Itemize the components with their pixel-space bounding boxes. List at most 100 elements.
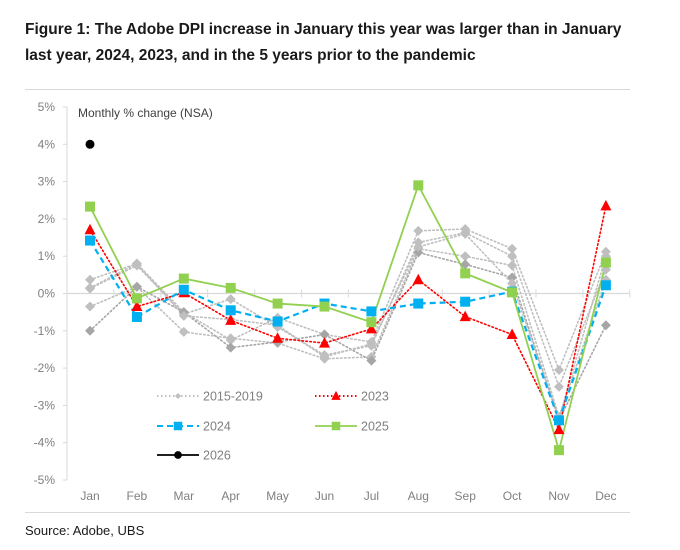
- axes: 5% 4% 3% 2% 1% 0% -1% -2% -3% -4% -5% Jan Feb Mar Apr M…: [34, 100, 631, 503]
- circle-marker: [174, 451, 182, 459]
- square-marker: [173, 421, 183, 431]
- data-point-2025-jan: [85, 201, 95, 212]
- data-point-2025-nov: [554, 445, 564, 456]
- data-point-2015-2019-apr: [225, 294, 236, 305]
- data-point-2015-2019-jul: [366, 355, 377, 366]
- y-tick-label: 2%: [38, 212, 56, 226]
- data-point-2015-2019-apr: [225, 342, 236, 353]
- x-tick-label: Jan: [80, 489, 99, 503]
- x-tick-label: Apr: [221, 489, 240, 503]
- y-tick-label: 4%: [38, 137, 56, 151]
- data-point-2015-2019-jan: [85, 274, 95, 285]
- y-tick-label: -2%: [34, 361, 56, 375]
- data-point-2015-2019-sep: [460, 259, 471, 270]
- data-point-2015-2019-jul: [366, 338, 377, 349]
- data-point-2024-dec: [600, 280, 611, 291]
- data-point-2025-sep: [460, 268, 471, 279]
- y-tick-label: 0%: [38, 287, 56, 301]
- y-tick-label: 3%: [38, 175, 56, 189]
- data-point-2015-2019-jan: [85, 282, 95, 293]
- x-tick-label: Jun: [315, 489, 334, 503]
- data-point-2023-aug: [412, 273, 424, 285]
- data-point-2015-2019-oct: [507, 272, 518, 283]
- data-point-2026-jan: [85, 139, 95, 149]
- y-tick-label: 5%: [38, 100, 56, 114]
- data-point-2015-2019-jan: [85, 325, 95, 336]
- series-line-2025: [89, 183, 607, 454]
- data-point-2015-2019-nov: [554, 364, 564, 375]
- legend-label: 2025: [361, 420, 389, 434]
- data-point-2024-jan: [85, 235, 95, 246]
- series-lines: [89, 183, 607, 454]
- y-tick-label: -4%: [34, 436, 56, 450]
- data-point-2015-2019-aug: [413, 247, 424, 258]
- series-line-2023: [89, 205, 607, 433]
- series-line-2015-2019: [89, 228, 607, 373]
- data-point-2015-2019-feb: [131, 281, 142, 292]
- data-point-2025-oct: [507, 287, 518, 298]
- diamond-marker: [175, 393, 181, 399]
- data-point-2015-2019-oct: [507, 243, 518, 254]
- data-point-2024-nov: [554, 415, 564, 426]
- data-point-2025-mar: [178, 273, 189, 284]
- data-point-2024-apr: [225, 305, 236, 316]
- x-tick-label: Mar: [173, 489, 194, 503]
- data-point-2025-may: [272, 298, 283, 309]
- top-divider: [25, 89, 630, 90]
- data-point-2025-apr: [225, 282, 236, 293]
- y-axis-annotation: Monthly % change (NSA): [78, 106, 213, 120]
- data-point-2015-2019-oct: [507, 278, 518, 289]
- data-point-2023-apr: [225, 314, 237, 325]
- y-tick-label: 1%: [38, 249, 56, 263]
- bottom-divider: [25, 512, 630, 513]
- data-point-2023-jan: [84, 223, 96, 235]
- data-point-2023-nov: [553, 423, 565, 435]
- source-note: Source: Adobe, UBS: [25, 523, 145, 538]
- data-point-2024-aug: [413, 298, 424, 309]
- legend-item-2026: 2026: [157, 449, 231, 463]
- data-point-2024-sep: [460, 296, 471, 307]
- data-point-2023-jul: [365, 322, 377, 334]
- data-point-2025-jul: [366, 317, 377, 328]
- y-tick-label: -1%: [34, 324, 56, 338]
- x-tick-label: May: [266, 489, 289, 503]
- x-tick-label: Aug: [408, 489, 429, 503]
- triangle-marker: [331, 390, 341, 400]
- legend-label: 2026: [203, 449, 231, 463]
- data-point-2025-jun: [319, 301, 330, 312]
- data-point-2015-2019-feb: [131, 258, 142, 269]
- x-tick-label: Sep: [455, 489, 477, 503]
- data-point-2015-2019-nov: [554, 381, 564, 392]
- data-point-2015-2019-mar: [178, 310, 189, 321]
- data-point-2015-2019-aug: [413, 225, 424, 236]
- data-point-2024-mar: [178, 284, 189, 295]
- legend-item-2015-2019: 2015-2019: [157, 390, 263, 404]
- data-point-2024-may: [272, 316, 283, 327]
- data-point-2015-2019-jun: [319, 351, 330, 362]
- data-point-2015-2019-sep: [460, 228, 471, 239]
- x-tick-label: Oct: [503, 489, 522, 503]
- data-point-2025-aug: [413, 180, 424, 191]
- figure-title: Figure 1: The Adobe DPI increase in Janu…: [25, 21, 622, 64]
- series-line-2015-2019: [89, 232, 607, 422]
- legend-label: 2023: [361, 390, 389, 404]
- x-tick-label: Feb: [127, 489, 148, 503]
- data-point-2015-2019-apr: [225, 333, 236, 344]
- series-line-2024: [89, 239, 607, 424]
- data-point-2015-2019-dec: [600, 320, 611, 331]
- data-point-2015-2019-sep: [460, 251, 471, 262]
- data-point-2015-2019-oct: [507, 260, 518, 271]
- data-point-2023-feb: [131, 300, 143, 312]
- legend-label: 2015-2019: [203, 390, 263, 404]
- series-line-2015-2019: [89, 231, 607, 390]
- legend: 2015-2019 2023 2024 2025 2026: [157, 390, 389, 463]
- data-point-2025-feb: [131, 293, 142, 304]
- data-point-2023-sep: [459, 310, 471, 322]
- x-tick-label: Dec: [595, 489, 616, 503]
- data-point-2023-jun: [319, 337, 330, 348]
- legend-item-2025: 2025: [315, 420, 389, 434]
- data-point-2024-jul: [366, 306, 377, 317]
- data-point-2015-2019-oct: [507, 251, 518, 262]
- data-point-2015-2019-jan: [85, 301, 95, 312]
- series-line-2015-2019: [89, 247, 607, 420]
